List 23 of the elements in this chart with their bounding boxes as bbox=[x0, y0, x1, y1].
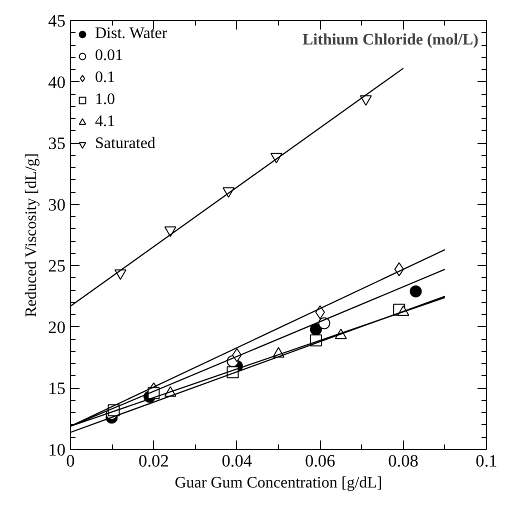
legend-label: 0.1 bbox=[95, 69, 115, 87]
legend-label: Saturated bbox=[95, 135, 156, 153]
x-tick-label: 0.04 bbox=[222, 452, 252, 470]
y-tick-label: 10 bbox=[48, 440, 66, 460]
y-tick-label: 45 bbox=[48, 12, 66, 30]
legend-label: 1.0 bbox=[95, 91, 115, 109]
y-axis-title: Reduced Viscosity [dL/g] bbox=[23, 153, 40, 318]
x-axis-title: Guar Gum Concentration [g/dL] bbox=[174, 474, 382, 492]
y-tick-label: 15 bbox=[48, 379, 66, 398]
y-tick-label: 35 bbox=[48, 134, 66, 154]
legend-label: 0.01 bbox=[95, 47, 123, 65]
x-tick-label: 0.06 bbox=[304, 452, 336, 470]
x-tick-label: 0.08 bbox=[388, 452, 418, 470]
x-tick-label: 0.1 bbox=[476, 452, 498, 470]
legend-label: Dist. Water bbox=[95, 25, 168, 43]
y-tick-label: 30 bbox=[48, 195, 66, 214]
y-tick-label: 25 bbox=[48, 256, 66, 276]
legend-title: Lithium Chloride (mol/L) bbox=[302, 32, 479, 48]
y-tick-label: 20 bbox=[48, 318, 66, 337]
x-tick-label: 0.02 bbox=[138, 452, 169, 470]
legend-label: 4.1 bbox=[95, 113, 115, 131]
y-tick-label: 40 bbox=[48, 72, 66, 92]
x-tick-label: 0 bbox=[66, 452, 75, 470]
